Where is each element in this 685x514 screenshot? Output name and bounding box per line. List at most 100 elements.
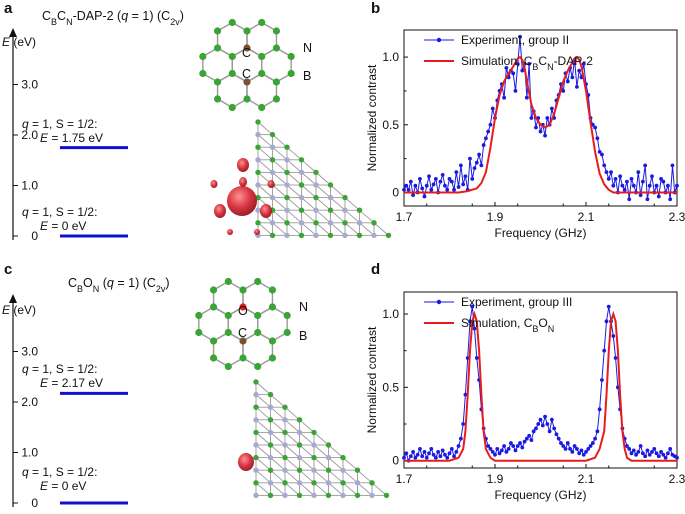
energy-tick-label: 2.0 — [21, 395, 38, 409]
boron-atom — [253, 404, 259, 410]
level-lower-line2-c: E = 0 eV — [40, 479, 86, 493]
nitrogen-atom — [284, 207, 290, 213]
experiment-point — [570, 75, 575, 80]
panel-label-a: a — [4, 0, 13, 17]
nitrogen-atom — [267, 480, 274, 486]
nitrogen-atom — [255, 157, 261, 163]
nitrogen-atom — [284, 157, 290, 163]
lattice-bond — [270, 406, 286, 421]
boron-atom — [258, 52, 266, 61]
nitrogen-atom — [253, 391, 259, 398]
nitrogen-atom — [296, 454, 303, 461]
experiment-point — [556, 436, 561, 441]
lattice-bond — [357, 469, 373, 484]
boron-atom — [272, 78, 281, 86]
experiment-point — [511, 71, 516, 76]
legend-simulation-label: Simulation, CBON — [461, 316, 554, 334]
boron-atom — [282, 454, 288, 461]
experiment-point — [424, 183, 429, 188]
nitrogen-atom — [282, 492, 288, 499]
lattice-bond — [315, 222, 331, 236]
lattice-bond — [313, 482, 329, 496]
experiment-point — [445, 187, 450, 192]
experiment-point — [656, 454, 661, 459]
lattice-bond — [286, 172, 302, 186]
lattice-bond — [342, 469, 358, 484]
experiment-point — [502, 95, 506, 100]
experiment-point — [654, 183, 659, 188]
carbon-atom — [239, 337, 247, 345]
nitrogen-atom — [340, 492, 346, 499]
boron-atom — [195, 311, 203, 320]
boron-atom — [243, 95, 251, 103]
experiment-point — [613, 177, 618, 181]
experiment-point — [595, 136, 600, 141]
panel-label-d: d — [371, 261, 380, 278]
lattice-bond — [357, 482, 373, 496]
lattice-bond — [257, 222, 273, 236]
lattice-bond — [270, 394, 286, 408]
experiment-point — [604, 170, 609, 175]
panel-label-b: b — [371, 0, 380, 17]
lattice-bond — [270, 419, 286, 433]
experiment-point — [461, 182, 466, 187]
experiment-point — [613, 356, 618, 360]
spin-density-lobe — [227, 186, 257, 216]
boron-atom — [298, 157, 305, 163]
simulation-series-line — [404, 310, 677, 462]
lattice-bond — [286, 159, 302, 173]
experiment-point — [527, 61, 532, 66]
spin-density-lobe — [254, 229, 260, 235]
nitrogen-atom — [342, 207, 348, 213]
experiment-point — [668, 447, 673, 451]
experiment-point — [420, 454, 425, 459]
level-lower-line1-a: q = 1, S = 1/2: — [22, 205, 97, 219]
y-tick-label: 1.0 — [382, 307, 399, 321]
energy-tick-label: 0 — [31, 229, 38, 243]
x-tick-label: 1.7 — [396, 210, 413, 224]
lattice-bond — [286, 197, 302, 211]
boron-atom — [282, 480, 288, 486]
experiment-point — [618, 174, 623, 179]
boron-atom — [354, 467, 361, 473]
panel-a: a CBCN-DAP-2 (q = 1) (C2v) E (eV) 0 1.0 2.… — [2, 0, 392, 243]
lattice-bond — [315, 197, 331, 211]
experiment-point — [597, 149, 602, 154]
experiment-point — [543, 133, 547, 138]
boron-atom — [311, 454, 317, 461]
boron-atom — [213, 95, 222, 103]
experiment-point — [547, 429, 552, 434]
boron-atom — [254, 277, 262, 286]
nitrogen-atom — [311, 467, 317, 473]
lattice-bond — [284, 406, 300, 421]
boron-atom — [267, 442, 274, 448]
experiment-point — [620, 183, 625, 188]
nitrogen-atom — [269, 220, 276, 226]
lattice-bond — [330, 184, 346, 198]
experiment-point — [549, 106, 554, 111]
experiment-point — [568, 447, 572, 451]
nitrogen-atom — [284, 182, 290, 188]
experiment-point — [650, 449, 654, 454]
nitrogen-atom — [313, 182, 319, 188]
boron-atom — [296, 492, 303, 499]
x-axis-label: Frequency (GHz) — [494, 488, 586, 502]
experiment-point — [549, 417, 554, 422]
boron-atom — [325, 492, 332, 499]
experiment-point — [490, 106, 495, 111]
experiment-point — [433, 455, 438, 460]
nitrogen-atom — [327, 194, 334, 201]
experiment-point — [659, 177, 663, 181]
lattice-bond — [342, 482, 358, 496]
lattice-bond — [257, 146, 273, 161]
spin-density-lobe — [260, 204, 272, 218]
boron-atom — [254, 362, 262, 371]
boron-atom — [340, 454, 346, 461]
experiment-point — [474, 160, 479, 165]
experiment-point — [420, 186, 425, 191]
experiment-point — [622, 187, 627, 192]
experiment-point — [645, 448, 650, 453]
lattice-bond — [344, 222, 360, 236]
experiment-point — [431, 452, 436, 457]
panel-c: c CBON (q = 1) (C2v) E (eV) 0 1.0 2.0 3.0 q… — [2, 261, 390, 510]
